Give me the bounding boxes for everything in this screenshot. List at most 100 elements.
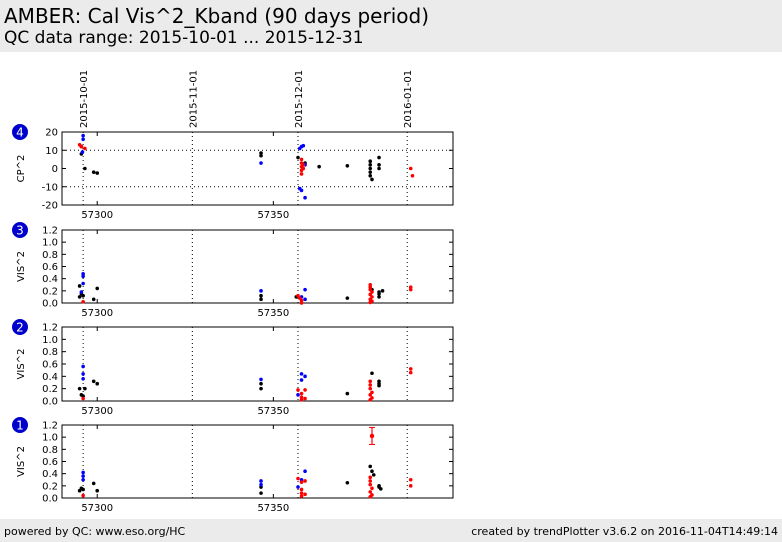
y-tick-label: 0.4: [42, 469, 58, 480]
data-point-black: [377, 155, 381, 160]
data-point-blue: [296, 485, 300, 489]
data-point-red: [303, 396, 307, 401]
data-point-red: [408, 166, 413, 171]
y-tick-label: 1.0: [42, 335, 58, 346]
data-point-red: [299, 397, 304, 402]
data-point-red: [368, 386, 373, 391]
data-point-blue: [259, 161, 263, 165]
data-point-black: [368, 159, 373, 163]
data-point-red: [299, 494, 304, 498]
data-point-red: [368, 397, 373, 402]
data-point-black: [378, 487, 383, 491]
data-point-red: [296, 476, 300, 481]
panel-2: 0.0 0.20.40.6 0.81.01.2 57300 57350 VIS^2 2: [12, 319, 454, 417]
data-point-red: [368, 393, 373, 397]
data-point-black: [259, 153, 263, 158]
y-tick-label: 0.8: [42, 250, 58, 261]
data-point-blue: [81, 477, 85, 482]
x-tick-label: 57300: [81, 503, 113, 514]
data-point-black: [296, 155, 300, 160]
y-tick-label: 0.2: [42, 384, 58, 395]
y-tick-label: 1.2: [42, 421, 58, 432]
x-tick-label: 57350: [257, 406, 289, 417]
y-tick-label: 0.2: [42, 286, 58, 297]
data-point-red: [299, 480, 304, 484]
data-point-red: [301, 163, 306, 167]
data-point-red: [368, 494, 373, 499]
data-point-black: [380, 289, 385, 293]
y-axis-label: VIS^2: [16, 446, 27, 477]
data-point-red: [81, 493, 85, 498]
data-point-red: [299, 391, 304, 396]
y-tick-label: 0.4: [42, 274, 58, 285]
data-point-black: [345, 163, 350, 168]
data-point-black: [345, 296, 350, 300]
data-point-blue: [81, 281, 85, 286]
data-point-blue: [81, 470, 85, 475]
y-tick-label: 1.0: [42, 433, 58, 444]
y-axis-label: VIS^2: [16, 251, 27, 282]
data-point-red: [83, 146, 87, 151]
data-point-black: [370, 371, 374, 376]
footer-bar: powered by QC: www.eso.org/HC created by…: [0, 519, 782, 542]
data-point-black: [317, 164, 321, 169]
data-point-black: [377, 295, 381, 299]
data-point: [369, 433, 375, 439]
data-point-black: [377, 383, 381, 388]
x-tick-label: 57300: [81, 210, 113, 221]
y-tick-label: 0.6: [42, 360, 58, 371]
data-point-red: [368, 300, 373, 305]
y-tick-label: 0.2: [42, 481, 58, 492]
data-point-blue: [80, 150, 85, 154]
data-point-black: [259, 151, 263, 155]
data-point-blue: [303, 374, 307, 379]
data-point-black: [259, 293, 263, 298]
panel-number: 2: [16, 321, 24, 335]
data-point-black: [377, 166, 381, 171]
data-point-black: [91, 297, 96, 302]
panel-number: 4: [16, 126, 24, 140]
data-point-red: [408, 367, 413, 371]
x-tick-label: 57300: [81, 308, 113, 319]
panel-1: 0.0 0.20.40.60.81.01.2 57300 57350 VIS^2 1: [12, 417, 454, 514]
panel-number: 1: [16, 419, 24, 433]
panel-frame: [61, 229, 454, 304]
panel-number-badge: [12, 222, 28, 238]
data-point-black: [259, 381, 263, 386]
data-point-red: [299, 157, 304, 162]
data-point-black: [77, 284, 82, 288]
data-point-black: [77, 295, 82, 299]
data-point-blue: [303, 287, 307, 292]
data-point-red: [303, 479, 307, 483]
data-point-black: [81, 394, 85, 398]
y-tick-label: 0.8: [42, 445, 58, 456]
data-point-black: [368, 170, 373, 174]
data-point-red: [370, 486, 374, 491]
data-point-blue: [299, 188, 304, 193]
data-point-red: [79, 144, 84, 149]
data-point-red: [299, 395, 304, 400]
y-tick-label: 0.0: [42, 397, 58, 408]
data-point-black: [377, 292, 381, 296]
data-point-black: [81, 293, 85, 298]
data-point-blue: [81, 133, 85, 138]
header-bar: AMBER: Cal Vis^2_Kband (90 days period) …: [0, 0, 782, 52]
y-tick-label: 0.0: [42, 494, 58, 505]
data-point-blue: [81, 474, 85, 478]
data-point-blue: [299, 378, 304, 382]
y-tick-label: 20: [45, 128, 58, 139]
data-point-red: [410, 174, 415, 178]
data-point-black: [345, 391, 350, 396]
data-point-black: [377, 163, 381, 167]
data-point-red: [368, 379, 373, 384]
data-point-blue: [303, 469, 307, 474]
panel-4: -20 -10 0 10 20 57300 57350 CP^2 4: [12, 124, 454, 221]
footer-created-by: created by trendPlotter v3.6.2 on 2016-1…: [471, 525, 778, 538]
data-point-black: [368, 163, 373, 167]
data-point-blue: [81, 377, 85, 381]
data-point-blue: [299, 372, 304, 376]
y-tick-label: 0.6: [42, 457, 58, 468]
data-point-red: [301, 166, 306, 171]
